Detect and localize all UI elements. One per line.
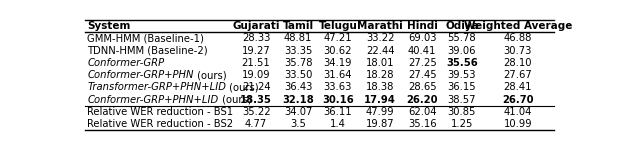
Text: 62.04: 62.04 (408, 107, 436, 117)
Text: 18.35: 18.35 (240, 95, 272, 104)
Text: 19.27: 19.27 (242, 46, 271, 56)
Text: 28.41: 28.41 (504, 82, 532, 92)
Text: 47.99: 47.99 (366, 107, 394, 117)
Text: 21.24: 21.24 (242, 82, 270, 92)
Text: 33.50: 33.50 (284, 70, 312, 80)
Text: 33.35: 33.35 (284, 46, 312, 56)
Text: (ours): (ours) (219, 95, 252, 104)
Text: 38.57: 38.57 (447, 95, 476, 104)
Text: 35.56: 35.56 (446, 58, 478, 68)
Text: 39.06: 39.06 (447, 46, 476, 56)
Text: 27.45: 27.45 (408, 70, 436, 80)
Text: Relative WER reduction - BS1: Relative WER reduction - BS1 (88, 107, 234, 117)
Text: 33.22: 33.22 (366, 34, 394, 43)
Text: 21.51: 21.51 (242, 58, 271, 68)
Text: Gujarati: Gujarati (232, 21, 280, 31)
Text: 26.20: 26.20 (406, 95, 438, 104)
Text: Odiya: Odiya (445, 21, 479, 31)
Text: 26.70: 26.70 (502, 95, 534, 104)
Text: 4.77: 4.77 (245, 119, 268, 129)
Text: 36.43: 36.43 (284, 82, 312, 92)
Text: 30.85: 30.85 (448, 107, 476, 117)
Text: Transformer-GRP+PHN+LID: Transformer-GRP+PHN+LID (88, 82, 227, 92)
Text: Marathi: Marathi (357, 21, 403, 31)
Text: 1.4: 1.4 (330, 119, 346, 129)
Text: GMM-HMM (Baseline-1): GMM-HMM (Baseline-1) (88, 34, 204, 43)
Text: 31.64: 31.64 (324, 70, 352, 80)
Text: 36.15: 36.15 (447, 82, 476, 92)
Text: 40.41: 40.41 (408, 46, 436, 56)
Text: (ours): (ours) (227, 82, 259, 92)
Text: 32.18: 32.18 (282, 95, 314, 104)
Text: 41.04: 41.04 (504, 107, 532, 117)
Text: 18.28: 18.28 (366, 70, 394, 80)
Text: 27.25: 27.25 (408, 58, 436, 68)
Text: 30.16: 30.16 (322, 95, 354, 104)
Text: 47.21: 47.21 (324, 34, 352, 43)
Text: 35.78: 35.78 (284, 58, 312, 68)
Text: 35.16: 35.16 (408, 119, 436, 129)
Text: 1.25: 1.25 (451, 119, 473, 129)
Text: Relative WER reduction - BS2: Relative WER reduction - BS2 (88, 119, 234, 129)
Text: 48.81: 48.81 (284, 34, 312, 43)
Text: Tamil: Tamil (283, 21, 314, 31)
Text: 34.19: 34.19 (324, 58, 352, 68)
Text: System: System (88, 21, 131, 31)
Text: Conformer-GRP+PHN: Conformer-GRP+PHN (88, 70, 194, 80)
Text: 69.03: 69.03 (408, 34, 436, 43)
Text: 28.10: 28.10 (504, 58, 532, 68)
Text: Conformer-GRP+PHN+LID: Conformer-GRP+PHN+LID (88, 95, 219, 104)
Text: 18.38: 18.38 (366, 82, 394, 92)
Text: 35.22: 35.22 (242, 107, 270, 117)
Text: 33.63: 33.63 (324, 82, 352, 92)
Text: 17.94: 17.94 (364, 95, 396, 104)
Text: 30.62: 30.62 (324, 46, 352, 56)
Text: 36.11: 36.11 (324, 107, 352, 117)
Text: 22.44: 22.44 (366, 46, 394, 56)
Text: TDNN-HMM (Baseline-2): TDNN-HMM (Baseline-2) (88, 46, 208, 56)
Text: Telugu: Telugu (319, 21, 357, 31)
Text: Conformer-GRP: Conformer-GRP (88, 58, 164, 68)
Text: Weighted Average: Weighted Average (463, 21, 572, 31)
Text: 19.09: 19.09 (242, 70, 270, 80)
Text: 46.88: 46.88 (504, 34, 532, 43)
Text: 30.73: 30.73 (504, 46, 532, 56)
Text: (ours): (ours) (194, 70, 227, 80)
Text: 19.87: 19.87 (366, 119, 394, 129)
Text: 3.5: 3.5 (291, 119, 306, 129)
Text: 55.78: 55.78 (447, 34, 476, 43)
Text: 10.99: 10.99 (504, 119, 532, 129)
Text: 27.67: 27.67 (503, 70, 532, 80)
Text: 28.33: 28.33 (242, 34, 270, 43)
Text: 34.07: 34.07 (284, 107, 312, 117)
Text: 39.53: 39.53 (447, 70, 476, 80)
Text: 28.65: 28.65 (408, 82, 436, 92)
Text: Hindi: Hindi (407, 21, 438, 31)
Text: 18.01: 18.01 (366, 58, 394, 68)
